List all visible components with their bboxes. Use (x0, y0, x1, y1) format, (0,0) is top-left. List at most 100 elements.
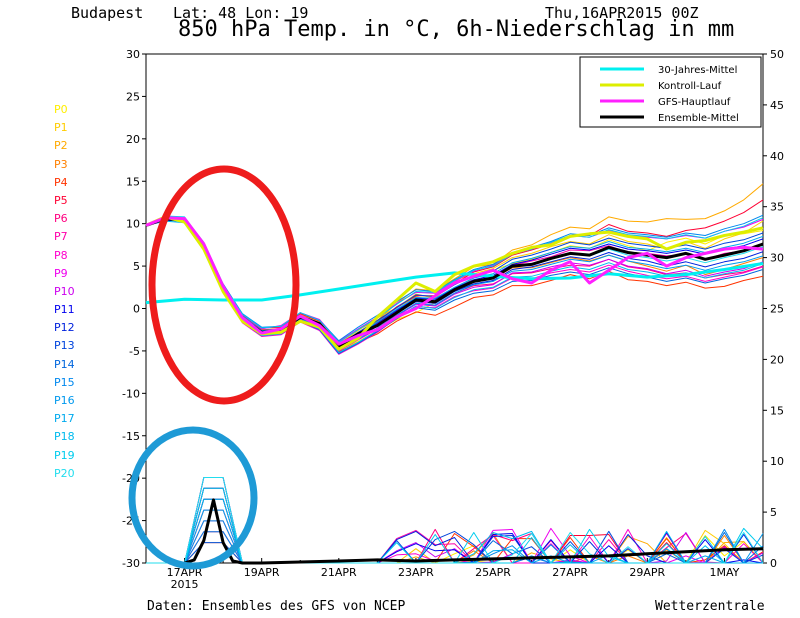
y-right-tick-label: 35 (770, 201, 784, 214)
member-precip-line (146, 477, 764, 564)
x-tick-label: 23APR (398, 566, 434, 579)
series-line-0 (145, 262, 764, 305)
member-precip-line (146, 509, 763, 564)
member-temp-line (145, 218, 764, 346)
member-precip-line (146, 528, 764, 564)
member-label: P4 (54, 175, 68, 189)
member-label: P18 (54, 430, 75, 444)
legend-box (579, 56, 762, 128)
member-precip-line (146, 535, 764, 564)
y-right-tick-label: 40 (770, 150, 784, 163)
member-label: P9 (54, 266, 68, 280)
y-left-tick-label: 15 (126, 175, 140, 188)
member-label: P17 (54, 412, 75, 426)
y-left-tick-label: -15 (122, 430, 140, 443)
member-temp-line (145, 214, 764, 342)
y-right-tick-label: 5 (770, 506, 777, 519)
member-temp-line (145, 219, 764, 348)
y-left-tick-label: -5 (129, 345, 140, 358)
member-label: P6 (54, 212, 68, 226)
y-left-tick-label: 25 (126, 90, 140, 103)
member-label: P7 (54, 230, 68, 244)
x-tick-label: 29APR (629, 566, 665, 579)
member-temp-line (145, 218, 764, 350)
x-tick-label: 19APR (244, 566, 280, 579)
legend-label: 30-Jahres-Mittel (658, 65, 737, 76)
member-precip-line (146, 528, 763, 564)
data-source: Daten: Ensembles des GFS von NCEP (147, 599, 406, 614)
member-precip-line (146, 498, 764, 564)
y-right-tick-label: 50 (770, 48, 784, 61)
plot-frame (145, 53, 764, 564)
member-label: P20 (54, 466, 75, 480)
member-precip-line (146, 530, 764, 564)
y-left-tick-label: 30 (126, 48, 140, 61)
member-temp-line (145, 216, 764, 346)
member-temp-line (145, 216, 764, 348)
member-label: P2 (54, 139, 68, 153)
member-temp-line (145, 218, 764, 348)
y-left-tick-label: 5 (133, 260, 140, 273)
member-label: P1 (54, 121, 68, 135)
legend-label: GFS-Hauptlauf (658, 97, 731, 108)
member-precip-line (146, 498, 763, 564)
member-temp-line (145, 218, 764, 345)
y-right-tick-label: 30 (770, 252, 784, 265)
member-temp-line (145, 218, 764, 347)
location-name: Budapest (71, 4, 144, 22)
member-label: P10 (54, 284, 75, 298)
member-precip-line (146, 520, 764, 564)
x-tick-label: 25APR (475, 566, 511, 579)
member-temp-line (145, 217, 764, 353)
member-precip-line (146, 520, 764, 564)
coordinates: Lat: 48 Lon: 19 (173, 4, 309, 22)
page-title: 850 hPa Temp. in °C, 6h-Niederschlag in … (178, 17, 735, 42)
member-label: P12 (54, 321, 75, 335)
y-left-tick-label: 20 (126, 133, 140, 146)
series-line-3 (145, 216, 764, 346)
precip-mean-line (184, 498, 764, 565)
y-right-tick-label: 25 (770, 303, 784, 316)
series-line-1 (145, 217, 764, 349)
y-left-tick-label: 0 (133, 303, 140, 316)
x-tick-label: 1MAY (709, 566, 739, 579)
y-left-tick-label: 10 (126, 218, 140, 231)
y-right-tick-label: 20 (770, 353, 784, 366)
member-precip-line (146, 477, 763, 564)
member-precip-line (146, 509, 764, 564)
x-tick-label: 21APR (321, 566, 357, 579)
member-temp-line (145, 219, 764, 349)
y-right-tick-label: 15 (770, 404, 784, 417)
member-temp-line (145, 218, 764, 343)
member-label: P15 (54, 375, 75, 389)
x-tick-label: 27APR (552, 566, 588, 579)
member-temp-line (145, 217, 764, 351)
y-left-tick-label: -30 (122, 557, 140, 570)
precip-highlight-ellipse (128, 426, 258, 570)
member-label: P8 (54, 248, 68, 262)
y-right-tick-label: 45 (770, 99, 784, 112)
x-tick-label: 17APR (167, 566, 203, 579)
member-precip-line (146, 509, 763, 564)
brand-label: Wetterzentrale (655, 599, 765, 614)
member-label: P11 (54, 303, 75, 317)
member-label: P19 (54, 448, 75, 462)
member-precip-line (146, 520, 763, 564)
y-right-tick-label: 0 (770, 557, 777, 570)
member-temp-line (145, 215, 764, 355)
member-precip-line (146, 487, 764, 564)
member-label: P5 (54, 193, 68, 207)
y-left-tick-label: -25 (122, 515, 140, 528)
run-time: Thu,16APR2015 00Z (545, 4, 699, 22)
member-precip-line (146, 487, 763, 564)
series-line-2 (145, 215, 764, 351)
legend-label: Ensemble-Mittel (658, 113, 739, 124)
member-precip-line (146, 529, 763, 564)
member-label: P16 (54, 394, 75, 407)
member-precip-line (146, 529, 763, 564)
member-temp-line (145, 215, 764, 343)
member-temp-line (145, 217, 764, 352)
y-left-tick-label: -10 (122, 387, 140, 400)
member-temp-line (145, 218, 764, 354)
